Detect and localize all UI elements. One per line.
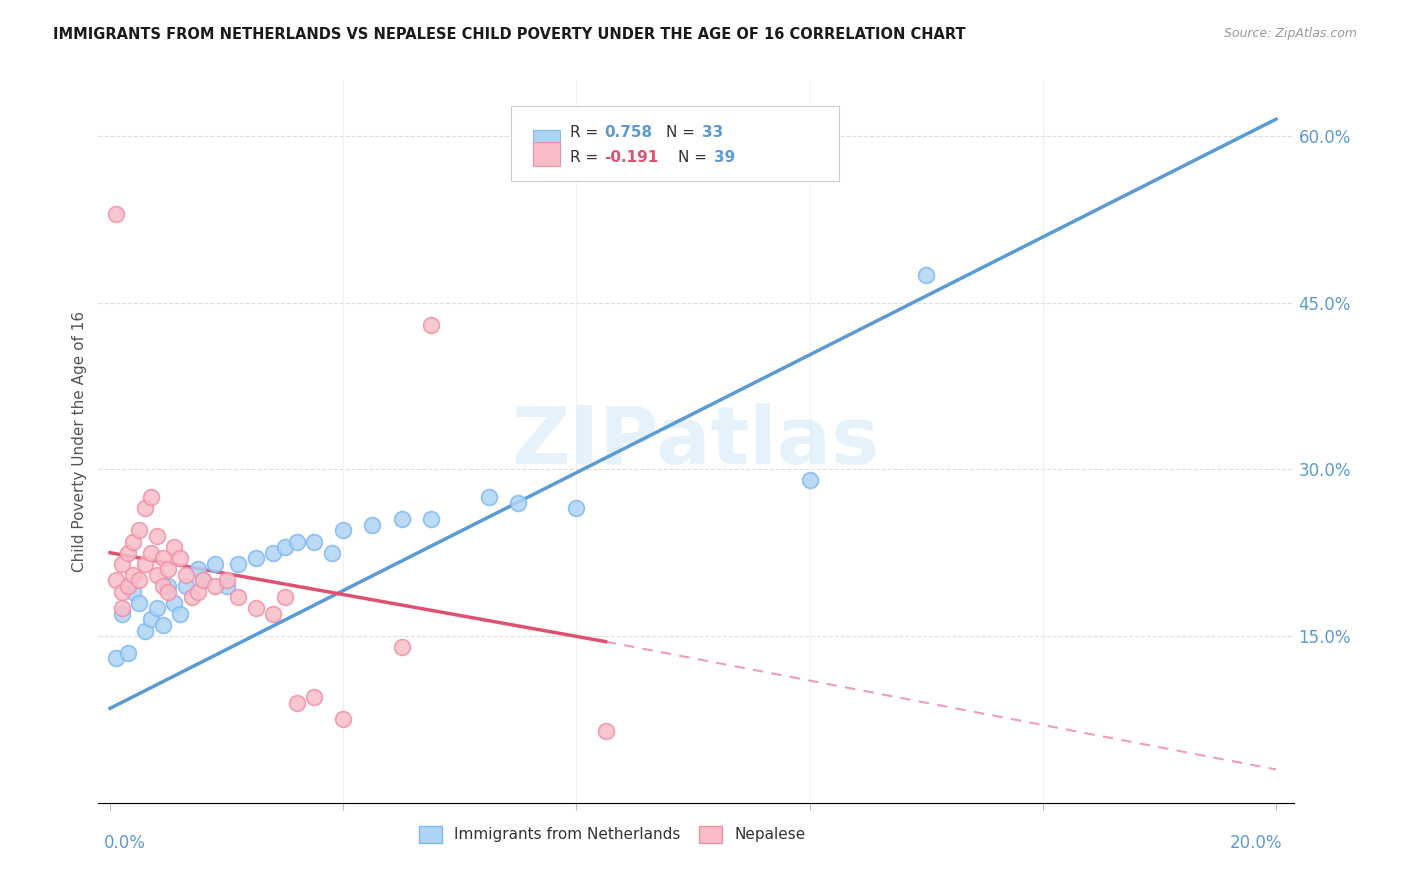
Point [152,551,174,566]
Point [215,579,238,593]
Point [915,268,938,282]
Point [228,590,250,604]
Legend: Immigrants from Netherlands, Nepalese: Immigrants from Netherlands, Nepalese [413,820,811,849]
Text: R =: R = [571,125,603,140]
Point [565,501,588,516]
Point [117,546,139,560]
Point [186,584,208,599]
Text: 33: 33 [702,125,723,140]
Point [262,607,284,621]
Point [595,723,617,738]
Point [193,574,215,588]
Point [361,517,384,532]
Point [117,646,139,660]
Point [104,574,127,588]
Point [128,596,150,610]
Point [139,490,162,504]
Point [128,524,150,538]
Point [163,596,186,610]
Point [508,496,530,510]
Point [302,690,325,705]
Text: 0.0%: 0.0% [104,834,146,852]
Point [111,557,134,571]
Point [134,557,156,571]
Point [128,574,150,588]
Point [122,584,145,599]
Point [157,579,180,593]
Point [122,568,145,582]
Point [169,607,191,621]
Text: 20.0%: 20.0% [1229,834,1282,852]
Point [321,546,343,560]
Point [163,540,186,554]
Point [157,584,180,599]
Point [174,568,197,582]
Point [274,540,297,554]
Y-axis label: Child Poverty Under the Age of 16: Child Poverty Under the Age of 16 [72,311,87,572]
Point [332,713,354,727]
Text: N =: N = [678,150,711,164]
Point [145,529,167,543]
Point [145,568,167,582]
Text: R =: R = [571,150,603,164]
Point [332,524,354,538]
Point [245,601,267,615]
Point [204,557,226,571]
Point [111,601,134,615]
Point [228,557,250,571]
Point [169,551,191,566]
Point [122,534,145,549]
Point [419,512,441,526]
Point [152,579,174,593]
Point [145,601,167,615]
Point [204,579,226,593]
Point [274,590,297,604]
Point [174,579,197,593]
Point [285,696,308,710]
Point [134,624,156,638]
Point [245,551,267,566]
Point [262,546,284,560]
Point [285,534,308,549]
Point [391,512,413,526]
Point [134,501,156,516]
FancyBboxPatch shape [533,130,560,154]
Point [139,546,162,560]
Point [111,584,134,599]
FancyBboxPatch shape [510,105,839,181]
Point [186,562,208,576]
Point [302,534,325,549]
Point [391,640,413,655]
Point [104,207,127,221]
Text: ZIPatlas: ZIPatlas [512,402,880,481]
Point [117,579,139,593]
Point [478,490,501,504]
Point [799,474,821,488]
Text: -0.191: -0.191 [605,150,658,164]
Text: 0.758: 0.758 [605,125,652,140]
Point [215,574,238,588]
Point [111,607,134,621]
Text: 39: 39 [714,150,735,164]
Text: N =: N = [666,125,700,140]
Point [139,612,162,626]
Point [104,651,127,665]
Text: Source: ZipAtlas.com: Source: ZipAtlas.com [1223,27,1357,40]
Point [419,318,441,332]
Point [193,574,215,588]
Point [157,562,180,576]
Point [152,618,174,632]
Text: IMMIGRANTS FROM NETHERLANDS VS NEPALESE CHILD POVERTY UNDER THE AGE OF 16 CORREL: IMMIGRANTS FROM NETHERLANDS VS NEPALESE … [53,27,966,42]
FancyBboxPatch shape [533,142,560,166]
Point [180,590,202,604]
